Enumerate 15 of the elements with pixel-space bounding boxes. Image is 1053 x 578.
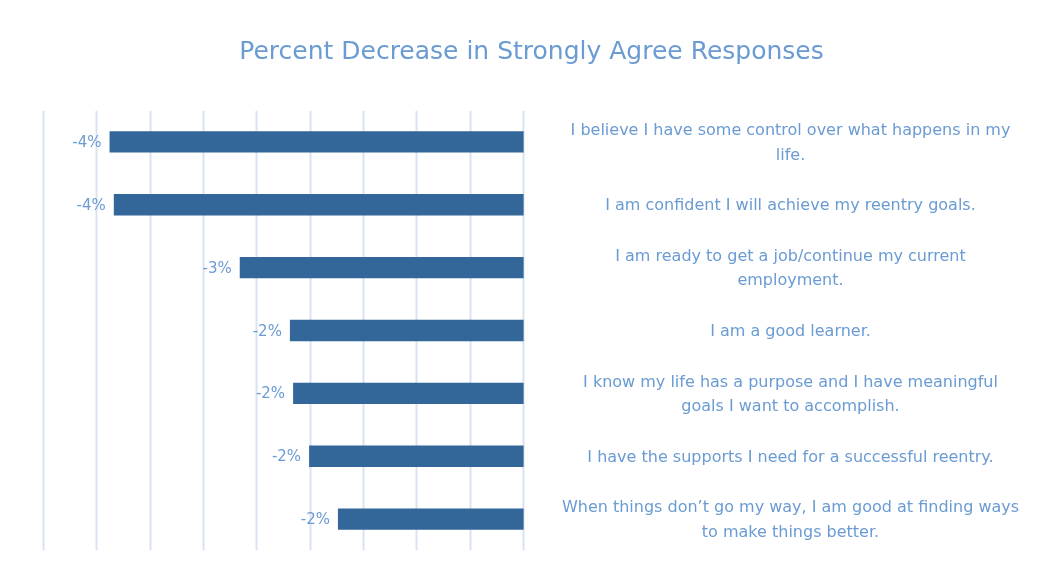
data-label: -4% [76,195,106,214]
data-label: -2% [255,384,286,403]
data-label: -2% [300,510,330,529]
data-label: -4% [72,132,102,151]
data-label: -2% [252,321,282,340]
y-tick-label: I am confident I will achieve my reentry goals. [605,195,976,215]
y-tick-label: I believe I have some control over what happens in my life. [570,120,1011,164]
y-tick-label: I know my life has a purpose and I have meaningful goals I want to accomplish. [583,371,998,416]
data-label: -2% [271,447,302,466]
chart-title: Percent Decrease in Strongly Agree Responses [239,35,824,67]
y-tick-label: I am ready to get a job/continue my current employment. [615,245,966,290]
y-tick-label: When things don’t go my way, I am good at finding ways to make things better. [561,497,1020,541]
y-tick-label: I have the supports I need for a successful reentry. [587,446,994,466]
data-label: -3% [202,258,232,277]
y-tick-label: I am a good learner. [710,321,871,340]
